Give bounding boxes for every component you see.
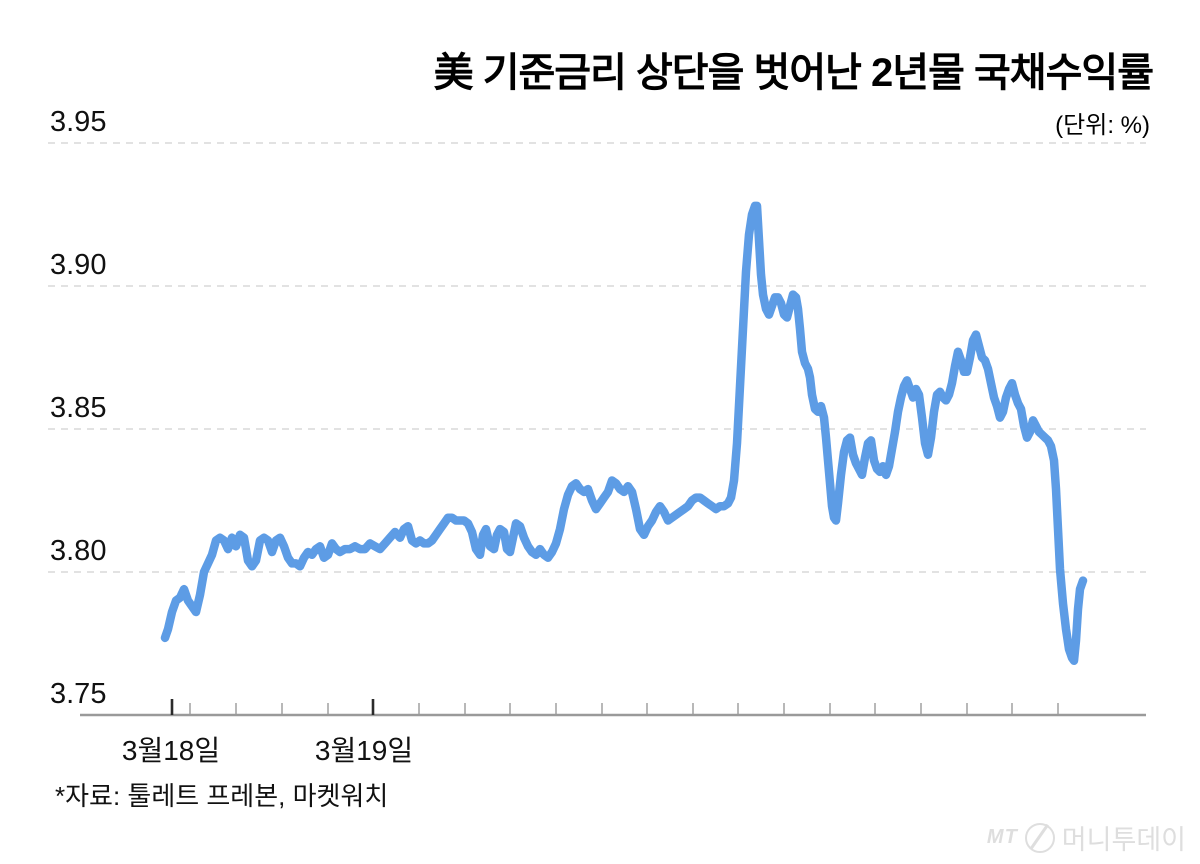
y-axis-tick-label: 3.90 <box>50 249 106 281</box>
unit-label: (단위: %) <box>1055 112 1150 139</box>
y-axis-tick-label: 3.75 <box>50 678 106 710</box>
brand-name: 머니투데이 <box>1061 825 1186 855</box>
y-axis-tick-label: 3.95 <box>50 106 106 138</box>
publisher-watermark: MT 머니투데이 <box>987 818 1186 857</box>
yield-line-series <box>160 201 1088 665</box>
x-axis-label: 3월18일 <box>122 735 220 766</box>
circle-slash-icon <box>1024 822 1055 853</box>
y-axis-tick-label: 3.85 <box>50 392 106 424</box>
source-note: *자료: 툴레트 프레본, 마켓워치 <box>55 781 389 811</box>
y-axis-tick-label: 3.80 <box>50 535 106 567</box>
chart-title: 美 기준금리 상단을 벗어난 2년물 국채수익률 <box>433 51 1154 95</box>
x-axis-label: 3월19일 <box>315 735 413 766</box>
mt-logo-text: MT <box>986 826 1018 848</box>
